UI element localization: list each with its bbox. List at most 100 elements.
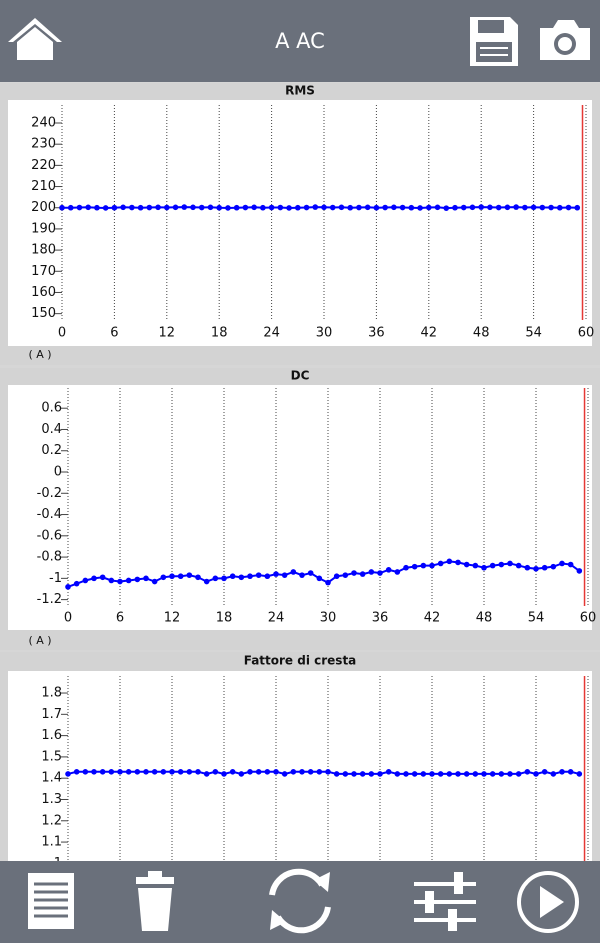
data-point <box>177 769 184 775</box>
data-point <box>73 769 80 775</box>
list-button[interactable] <box>28 873 74 929</box>
data-point <box>426 204 432 211</box>
data-point <box>495 204 502 211</box>
refresh-button[interactable] <box>269 868 331 934</box>
data-point <box>377 771 383 777</box>
data-point <box>203 578 210 585</box>
save-button[interactable] <box>470 17 518 66</box>
data-point <box>504 204 511 211</box>
data-point <box>186 769 193 775</box>
data-point <box>394 771 401 777</box>
data-point <box>420 562 427 569</box>
header-bar: A AC <box>0 0 600 82</box>
data-point <box>94 204 100 211</box>
x-tick-label: 48 <box>473 326 490 341</box>
data-point <box>548 204 554 211</box>
camera-button[interactable] <box>540 20 590 60</box>
x-tick-label: 12 <box>164 611 181 626</box>
data-point <box>229 573 236 580</box>
y-tick-label: -1 <box>49 571 62 586</box>
data-point <box>277 204 284 211</box>
y-tick-label: 180 <box>31 243 56 258</box>
data-point <box>574 204 581 211</box>
data-point <box>524 769 531 775</box>
y-tick-label: 210 <box>31 179 56 194</box>
data-point <box>125 577 132 584</box>
data-point <box>550 771 557 777</box>
data-point <box>290 769 297 775</box>
data-point <box>489 771 496 777</box>
data-point <box>255 572 262 578</box>
data-point <box>411 563 418 570</box>
data-point <box>472 771 479 777</box>
data-point <box>351 570 357 576</box>
y-tick-label: 230 <box>31 137 56 152</box>
x-tick-label: 36 <box>368 326 385 341</box>
data-point <box>273 769 279 775</box>
data-point <box>229 769 236 775</box>
data-point <box>76 204 83 211</box>
data-point <box>151 769 158 775</box>
data-point <box>212 769 219 775</box>
panel-title: DC <box>291 369 310 383</box>
data-point <box>472 562 479 569</box>
home-button[interactable] <box>8 18 62 60</box>
data-point <box>238 574 245 581</box>
delete-button[interactable] <box>136 871 174 931</box>
data-point <box>268 204 275 211</box>
y-tick-label: -1.2 <box>37 592 62 607</box>
plot-bg <box>8 100 592 346</box>
data-point <box>67 204 74 211</box>
data-point <box>342 572 349 578</box>
data-point <box>368 771 375 777</box>
data-point <box>111 204 118 211</box>
data-point <box>281 771 288 777</box>
save-icon-slot <box>478 20 504 33</box>
y-tick-label: -0.8 <box>37 550 62 565</box>
data-point <box>515 771 522 777</box>
data-point <box>576 771 583 777</box>
y-tick-label: 1.7 <box>41 707 62 722</box>
data-point <box>359 771 366 777</box>
play-button[interactable] <box>517 871 579 933</box>
y-tick-label: 1.3 <box>41 792 62 807</box>
x-tick-label: 12 <box>159 326 176 341</box>
data-point <box>307 769 314 775</box>
data-point <box>146 204 153 211</box>
slider-knob <box>448 909 457 931</box>
data-point <box>225 205 231 211</box>
x-tick-label: 42 <box>421 326 438 341</box>
data-point <box>377 570 383 576</box>
settings-button[interactable] <box>414 872 476 931</box>
data-point <box>411 771 418 777</box>
data-point <box>364 204 371 211</box>
x-tick-label: 54 <box>525 326 542 341</box>
data-point <box>91 769 97 775</box>
data-point <box>102 205 109 211</box>
data-point <box>541 564 548 571</box>
data-point <box>522 204 528 211</box>
data-point <box>429 771 435 777</box>
data-point <box>382 204 388 211</box>
x-tick-label: 30 <box>316 326 333 341</box>
data-point <box>513 204 519 210</box>
data-point <box>238 771 245 777</box>
data-point <box>437 771 444 777</box>
data-point <box>82 577 89 584</box>
data-point <box>307 570 314 576</box>
data-point <box>429 562 435 569</box>
trash-lid <box>136 877 174 884</box>
data-point <box>455 771 461 777</box>
x-tick-label: 0 <box>58 326 66 341</box>
data-point <box>507 560 513 567</box>
data-point <box>260 204 266 211</box>
data-point <box>403 771 409 777</box>
data-point <box>469 204 476 211</box>
data-point <box>295 204 301 211</box>
data-point <box>99 574 106 581</box>
data-point <box>325 769 331 775</box>
data-point <box>117 769 123 775</box>
y-tick-label: 0.6 <box>41 401 62 416</box>
data-point <box>264 769 271 775</box>
data-point <box>290 569 297 575</box>
